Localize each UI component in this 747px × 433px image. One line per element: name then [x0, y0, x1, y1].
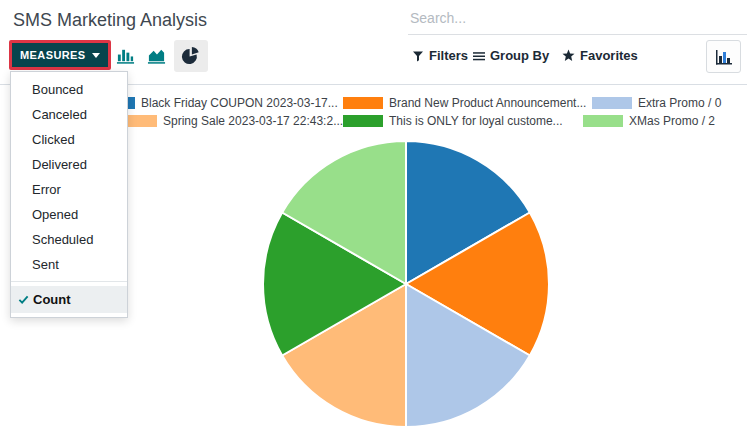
menu-item-delivered[interactable]: Delivered — [11, 152, 127, 177]
measures-dropdown-menu: BouncedCanceledClickedDeliveredErrorOpen… — [10, 71, 128, 318]
legend-swatch — [343, 97, 383, 109]
bar-chart-icon[interactable] — [116, 46, 135, 65]
chevron-down-icon — [92, 53, 100, 58]
filters-label: Filters — [429, 48, 468, 63]
pie-chart-icon — [181, 46, 201, 66]
favorites-label: Favorites — [580, 48, 638, 63]
menu-item-canceled[interactable]: Canceled — [11, 102, 127, 127]
legend-item[interactable]: Black Friday COUPON 2023-03-17... — [95, 96, 338, 110]
graph-view-button[interactable] — [706, 40, 741, 73]
legend-label: Brand New Product Announcement... — [389, 96, 586, 110]
group-by-icon — [473, 50, 485, 62]
measures-button-highlight: MEASURES — [9, 40, 111, 70]
menu-item-bounced[interactable]: Bounced — [11, 77, 127, 102]
menu-item-sent[interactable]: Sent — [11, 252, 127, 277]
search-input[interactable] — [408, 6, 747, 35]
menu-item-opened[interactable]: Opened — [11, 202, 127, 227]
legend-item[interactable]: This is ONLY for loyal custome... — [343, 114, 563, 128]
star-icon — [562, 49, 575, 62]
legend-label: Spring Sale 2023-03-17 22:43:2... — [163, 114, 343, 128]
filters-button[interactable]: Filters — [412, 48, 468, 63]
pie-chart — [261, 139, 551, 429]
menu-item-count[interactable]: Count — [11, 286, 127, 313]
page-title: SMS Marketing Analysis — [13, 10, 207, 31]
favorites-button[interactable]: Favorites — [562, 48, 638, 63]
legend-swatch — [592, 97, 632, 109]
pie-chart-button[interactable] — [174, 40, 208, 72]
search-bar — [408, 6, 747, 35]
legend-item[interactable]: Brand New Product Announcement... — [343, 96, 586, 110]
legend-item[interactable]: Spring Sale 2023-03-17 22:43:2... — [117, 114, 343, 128]
measures-button-label: MEASURES — [20, 49, 86, 61]
legend-label: Black Friday COUPON 2023-03-17... — [141, 96, 338, 110]
menu-item-clicked[interactable]: Clicked — [11, 127, 127, 152]
legend-label: This is ONLY for loyal custome... — [389, 114, 563, 128]
group-by-button[interactable]: Group By — [473, 48, 549, 63]
menu-item-error[interactable]: Error — [11, 177, 127, 202]
check-icon — [18, 294, 29, 305]
bar-graph-icon — [714, 47, 734, 67]
group-by-label: Group By — [490, 48, 549, 63]
legend-swatch — [343, 115, 383, 127]
menu-item-label: Count — [33, 292, 71, 307]
menu-item-scheduled[interactable]: Scheduled — [11, 227, 127, 252]
filter-icon — [412, 50, 424, 62]
measures-button[interactable]: MEASURES — [12, 43, 108, 67]
legend-label: Extra Promo / 0 — [638, 96, 721, 110]
legend-item[interactable]: XMas Promo / 2 — [583, 114, 715, 128]
legend-item[interactable]: Extra Promo / 0 — [592, 96, 721, 110]
area-chart-icon[interactable] — [147, 46, 166, 65]
menu-divider — [11, 281, 127, 282]
legend-swatch — [583, 115, 623, 127]
legend-label: XMas Promo / 2 — [629, 114, 715, 128]
